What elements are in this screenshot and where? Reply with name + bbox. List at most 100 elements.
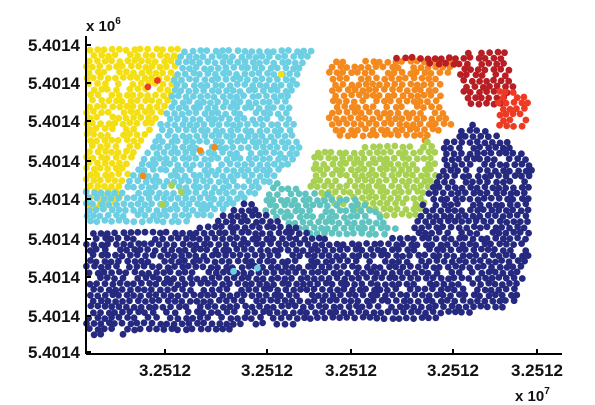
data-point — [333, 115, 340, 123]
data-point — [431, 160, 439, 168]
data-point — [190, 258, 197, 266]
data-point — [208, 274, 216, 282]
data-point — [474, 263, 482, 271]
data-point — [510, 297, 518, 305]
data-point — [467, 66, 474, 73]
data-point — [219, 325, 227, 333]
data-point — [514, 223, 521, 231]
data-point — [226, 325, 233, 333]
data-point — [118, 164, 126, 172]
data-point — [114, 136, 122, 144]
data-point — [425, 87, 433, 95]
data-point — [98, 241, 106, 249]
data-point — [502, 297, 509, 304]
data-point — [112, 74, 119, 82]
data-point — [481, 55, 489, 62]
data-point — [480, 149, 488, 157]
data-point — [118, 98, 126, 105]
data-point — [501, 88, 509, 96]
data-point — [258, 75, 266, 83]
data-point — [478, 269, 486, 277]
data-point — [374, 303, 382, 310]
data-point — [85, 57, 93, 65]
data-point — [360, 155, 368, 162]
data-point — [401, 149, 409, 157]
data-point — [126, 51, 134, 59]
data-point — [94, 269, 102, 277]
data-point — [240, 212, 248, 220]
data-point — [520, 189, 528, 197]
data-point — [326, 214, 334, 222]
data-point — [518, 184, 526, 191]
data-point — [481, 127, 489, 135]
data-point — [126, 143, 134, 150]
data-point — [509, 83, 517, 91]
data-point — [251, 206, 259, 214]
data-point — [248, 303, 256, 311]
data-point — [336, 314, 343, 322]
data-point — [256, 161, 264, 169]
data-point — [123, 194, 131, 202]
data-point — [337, 160, 344, 168]
data-point — [130, 314, 138, 322]
data-point — [422, 241, 430, 249]
data-point — [507, 190, 515, 198]
data-point — [273, 144, 281, 151]
data-point — [348, 126, 355, 134]
data-point — [476, 212, 484, 220]
data-point — [425, 121, 433, 128]
data-point — [423, 131, 431, 139]
data-point — [470, 258, 477, 265]
data-point — [432, 97, 440, 105]
data-point — [458, 149, 465, 157]
data-point — [339, 58, 347, 66]
data-point — [234, 213, 241, 220]
data-point — [142, 178, 150, 186]
data-point — [218, 138, 226, 146]
data-point — [371, 240, 379, 248]
data-point — [351, 281, 358, 288]
data-point — [203, 183, 211, 191]
data-point — [219, 281, 227, 288]
data-point — [119, 212, 127, 220]
data-point — [467, 206, 474, 214]
data-point — [506, 105, 514, 113]
data-point — [306, 219, 314, 227]
data-point — [137, 103, 145, 111]
data-point — [477, 132, 485, 140]
data-point — [135, 240, 143, 248]
data-point — [145, 57, 152, 65]
data-point — [451, 207, 459, 215]
data-point — [496, 161, 504, 169]
data-point — [343, 97, 350, 105]
data-point — [137, 292, 145, 300]
data-point — [478, 49, 485, 57]
data-point — [463, 83, 470, 91]
data-point — [274, 191, 281, 199]
data-point — [116, 45, 123, 53]
data-point — [514, 155, 522, 163]
data-point — [394, 109, 402, 117]
data-point — [351, 182, 359, 190]
data-point — [409, 109, 417, 117]
data-point — [120, 240, 128, 248]
data-point — [171, 298, 179, 305]
data-point — [416, 98, 424, 105]
data-point — [296, 240, 304, 247]
data-point — [210, 150, 218, 158]
data-point — [462, 258, 469, 266]
data-point — [255, 184, 262, 191]
data-point — [160, 92, 168, 99]
data-point — [119, 120, 127, 128]
data-point — [432, 201, 440, 209]
data-point — [326, 297, 334, 304]
data-point — [159, 69, 167, 77]
data-point — [274, 274, 282, 282]
data-point — [273, 309, 281, 316]
data-point — [368, 69, 376, 76]
data-point — [492, 224, 500, 232]
data-point — [253, 166, 260, 174]
data-point — [101, 315, 109, 322]
data-point — [86, 46, 94, 54]
data-point — [424, 98, 431, 106]
